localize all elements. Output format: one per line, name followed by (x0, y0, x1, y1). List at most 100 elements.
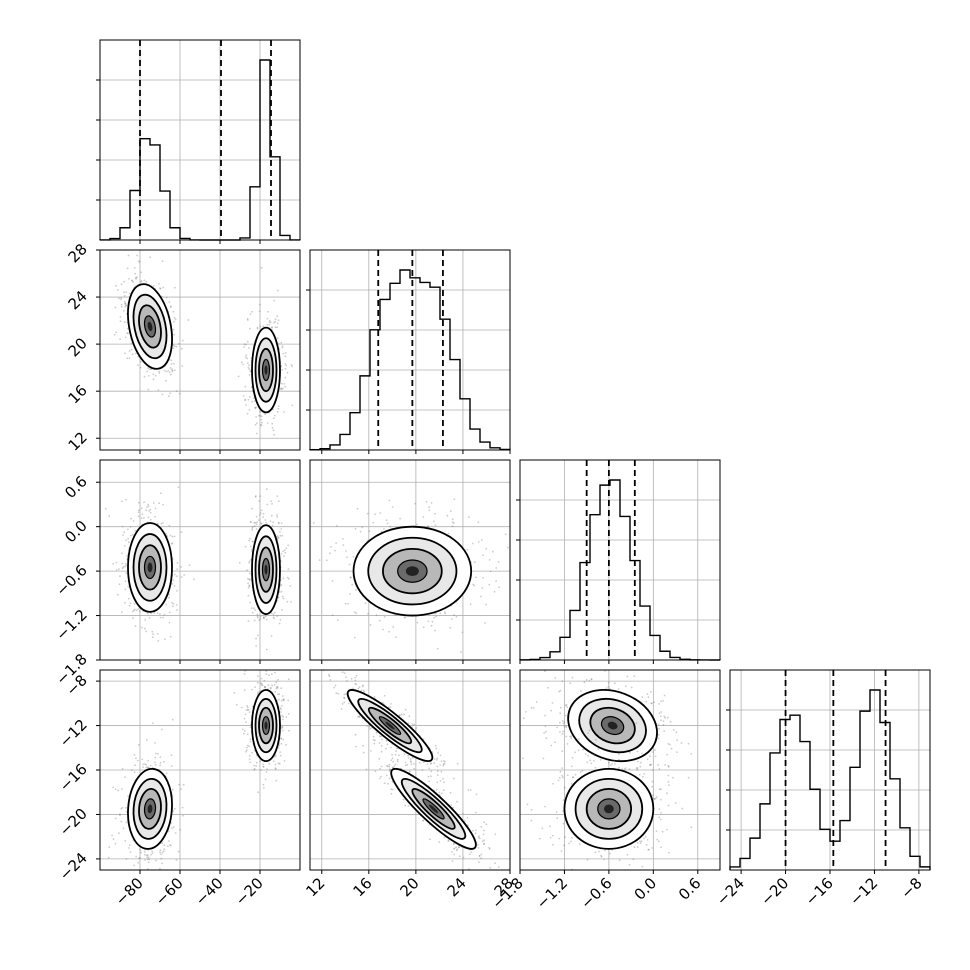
scatter-point (495, 580, 497, 583)
scatter-point (354, 527, 357, 530)
scatter-point (265, 673, 268, 675)
scatter-point (431, 620, 434, 623)
scatter-point (277, 762, 280, 765)
scatter-point (262, 516, 265, 518)
scatter-point (343, 696, 345, 699)
scatter-point (115, 284, 117, 287)
scatter-point (274, 690, 277, 693)
scatter-point (276, 410, 279, 413)
scatter-point (497, 561, 500, 563)
scatter-point (280, 341, 283, 344)
scatter-point (278, 762, 281, 765)
scatter-point (161, 851, 164, 854)
scatter-point (171, 368, 173, 370)
scatter-point (169, 844, 171, 846)
scatter-point (154, 873, 156, 875)
scatter-point (436, 765, 439, 768)
scatter-point (434, 512, 436, 515)
scatter-point (488, 848, 491, 850)
scatter-point (259, 512, 262, 514)
scatter-point (394, 753, 397, 756)
scatter-point (473, 561, 476, 563)
scatter-point (390, 746, 392, 749)
panel-1-0-content (113, 254, 294, 436)
scatter-point (447, 839, 450, 841)
scatter-point (121, 562, 124, 565)
scatter-point (378, 742, 381, 744)
scatter-point (146, 854, 149, 857)
scatter-point (285, 743, 287, 746)
scatter-point (263, 617, 265, 620)
scatter-point (248, 409, 251, 411)
scatter-point (138, 261, 141, 263)
scatter-point (481, 587, 484, 589)
scatter-point (131, 610, 134, 613)
scatter-point (151, 850, 154, 853)
scatter-point (392, 766, 394, 769)
scatter-point (157, 752, 159, 755)
scatter-point (497, 866, 500, 868)
scatter-point (144, 619, 147, 621)
scatter-point (174, 573, 176, 576)
scatter-point (378, 757, 381, 760)
scatter-point (126, 327, 129, 330)
scatter-point (172, 579, 175, 581)
scatter-point (136, 759, 139, 762)
scatter-point (138, 610, 141, 612)
scatter-point (120, 807, 123, 810)
scatter-point (336, 619, 339, 621)
scatter-point (251, 525, 254, 528)
scatter-point (128, 604, 131, 607)
scatter-point (277, 678, 279, 681)
scatter-point (127, 528, 129, 531)
scatter-point (285, 547, 288, 550)
scatter-point (124, 806, 127, 809)
scatter-point (282, 718, 284, 721)
scatter-point (180, 347, 183, 350)
scatter-point (158, 372, 161, 374)
scatter-point (363, 691, 366, 693)
scatter-point (265, 521, 268, 524)
scatter-point (378, 735, 381, 738)
scatter-point (148, 368, 151, 371)
scatter-point (246, 705, 249, 707)
scatter-point (271, 503, 273, 505)
scatter-point (173, 345, 176, 348)
scatter-point (282, 577, 285, 580)
scatter-point (281, 345, 284, 348)
scatter-point (145, 766, 148, 769)
scatter-point (157, 640, 160, 642)
scatter-point (129, 602, 132, 605)
scatter-point (367, 612, 369, 615)
scatter-point (133, 603, 136, 605)
scatter-point (263, 786, 265, 789)
scatter-point (434, 629, 436, 632)
scatter-point (409, 770, 411, 773)
scatter-point (281, 534, 283, 537)
scatter-point (265, 771, 268, 773)
scatter-panel-1-0 (96, 249, 301, 454)
scatter-point (129, 851, 132, 853)
scatter-point (278, 693, 281, 696)
scatter-point (282, 699, 285, 702)
scatter-point (134, 529, 137, 532)
scatter-point (248, 578, 251, 581)
scatter-point (124, 776, 126, 778)
scatter-point (273, 617, 275, 620)
scatter-point (241, 728, 244, 731)
scatter-point (395, 636, 397, 638)
scatter-point (122, 566, 125, 568)
scatter-point (328, 675, 331, 678)
scatter-point (272, 521, 275, 523)
scatter-point (413, 763, 415, 765)
scatter-point (159, 756, 162, 758)
scatter-point (456, 848, 459, 850)
scatter-point (149, 508, 152, 511)
scatter-point (451, 518, 454, 521)
scatter-point (162, 286, 165, 289)
scatter-point (380, 765, 383, 768)
scatter-point (143, 501, 146, 504)
scatter-point (125, 858, 128, 860)
scatter-point (265, 670, 268, 672)
scatter-point (280, 708, 282, 711)
